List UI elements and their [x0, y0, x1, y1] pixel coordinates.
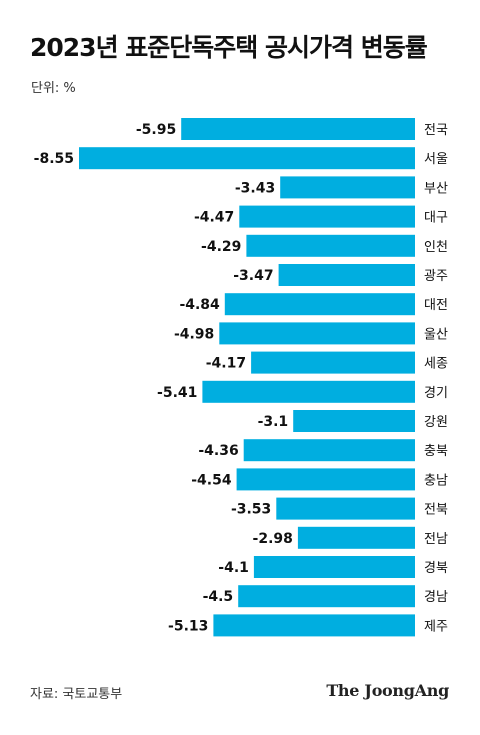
category-label-12: 충남 [424, 473, 448, 488]
category-label-6: 대전 [424, 298, 448, 313]
value-label-8: -4.17 [206, 356, 246, 372]
category-label-7: 울산 [424, 327, 448, 342]
bar-10 [293, 410, 415, 432]
value-label-16: -4.5 [203, 589, 234, 605]
value-label-9: -5.41 [157, 385, 197, 401]
bar-13 [276, 497, 415, 520]
bar-15 [253, 556, 415, 578]
bar-3 [239, 205, 415, 228]
bar-14 [297, 526, 415, 549]
category-label-5: 광주 [424, 269, 448, 284]
category-label-1: 서울 [424, 152, 448, 167]
value-label-12: -4.54 [191, 472, 232, 488]
value-label-14: -2.98 [253, 531, 293, 547]
value-label-0: -5.95 [136, 122, 176, 138]
chart-title: 2023년 표준단독주택 공시가격 변동률 [30, 33, 428, 62]
value-label-5: -3.47 [233, 268, 273, 284]
value-label-10: -3.1 [258, 414, 289, 430]
bar-16 [238, 585, 415, 608]
bar-9 [202, 380, 415, 403]
bar-5 [278, 264, 415, 286]
value-label-6: -4.84 [179, 297, 220, 313]
bar-1 [79, 147, 415, 170]
category-label-11: 충북 [424, 444, 448, 459]
value-label-3: -4.47 [194, 210, 234, 226]
category-label-15: 경북 [424, 561, 448, 576]
category-label-9: 경기 [424, 386, 448, 401]
bar-4 [246, 234, 415, 257]
category-label-10: 강원 [424, 415, 448, 430]
bar-17 [213, 614, 415, 637]
category-label-0: 전국 [424, 123, 448, 138]
value-label-17: -5.13 [168, 618, 208, 634]
bar-12 [236, 468, 415, 491]
category-label-16: 경남 [424, 590, 448, 605]
category-label-14: 전남 [424, 532, 448, 547]
bar-7 [219, 322, 415, 345]
category-label-17: 제주 [424, 619, 448, 634]
category-label-8: 세종 [424, 357, 448, 372]
value-label-11: -4.36 [198, 443, 238, 459]
bar-0 [181, 118, 415, 140]
category-label-2: 부산 [424, 181, 448, 196]
value-label-1: -8.55 [34, 151, 74, 167]
source-label: 자료: 국토교통부 [30, 687, 123, 702]
unit-label: 단위: % [31, 81, 76, 96]
bar-11 [243, 439, 415, 462]
value-label-4: -4.29 [201, 239, 241, 255]
brand-logo: The JoongAng [326, 681, 449, 700]
value-label-15: -4.1 [218, 560, 249, 576]
bar-2 [280, 176, 415, 199]
value-label-2: -3.43 [235, 180, 275, 196]
category-label-3: 대구 [424, 211, 448, 226]
bar-6 [224, 293, 415, 316]
value-label-7: -4.98 [174, 326, 214, 342]
value-label-13: -3.53 [231, 502, 271, 518]
category-label-13: 전북 [424, 503, 448, 518]
category-label-4: 인천 [424, 240, 448, 255]
bar-8 [251, 351, 415, 374]
